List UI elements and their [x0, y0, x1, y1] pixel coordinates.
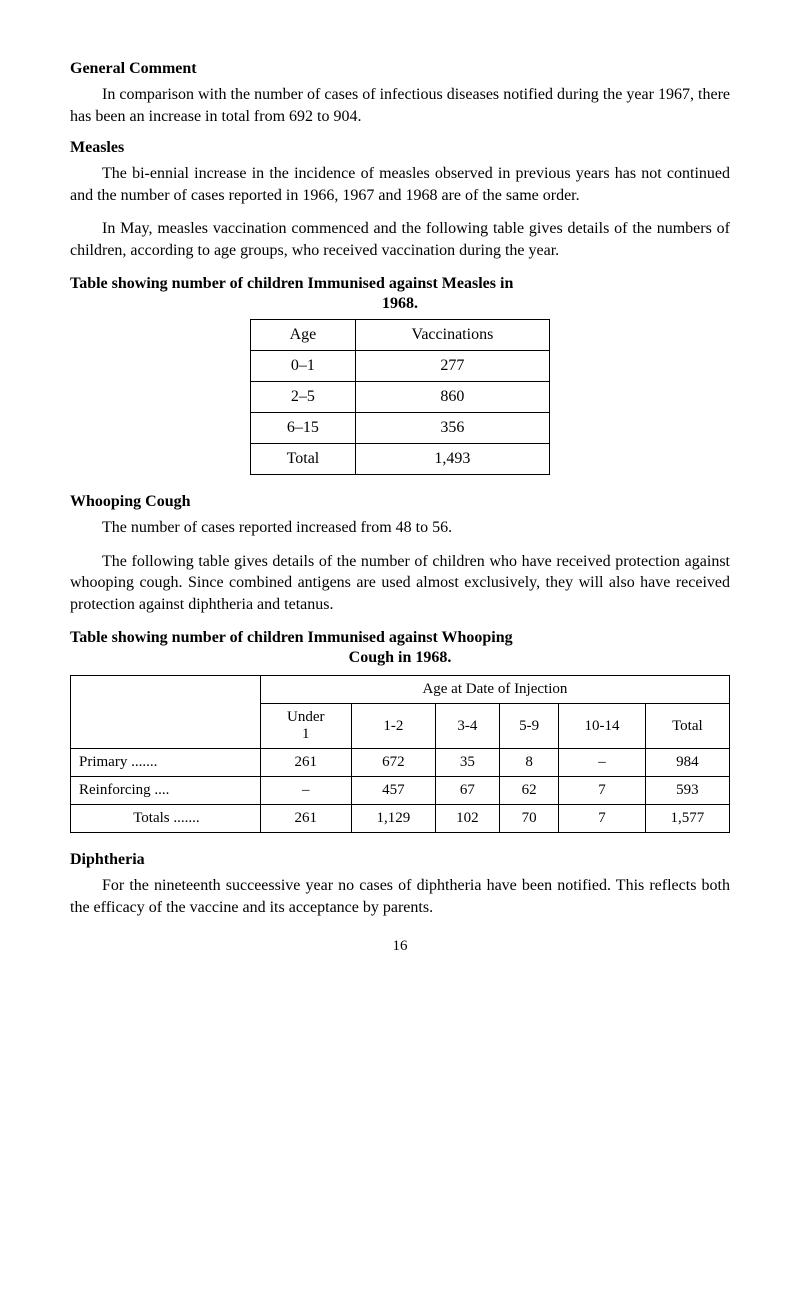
measles-r3-age: 6–15 [251, 413, 356, 444]
general-para: In comparison with the number of cases o… [70, 84, 730, 127]
measles-r4-age: Total [251, 444, 356, 475]
diphtheria-para: For the nineteenth succeessive year no c… [70, 875, 730, 918]
whooping-para1: The number of cases reported increased f… [70, 517, 730, 539]
table-row: 2–5 860 [251, 382, 550, 413]
measles-r4-vac: 1,493 [355, 444, 549, 475]
cell: 261 [260, 805, 351, 833]
whooping-col-u1: Under 1 [260, 704, 351, 749]
whooping-span-header: Age at Date of Injection [260, 676, 729, 704]
cell: 8 [499, 749, 558, 777]
cell: – [559, 749, 645, 777]
cell: 984 [645, 749, 729, 777]
cell: 593 [645, 777, 729, 805]
table-row: Total 1,493 [251, 444, 550, 475]
whooping-col-12: 1-2 [351, 704, 435, 749]
measles-table: Age Vaccinations 0–1 277 2–5 860 6–15 35… [250, 319, 550, 475]
diphtheria-heading: Diphtheria [70, 851, 730, 869]
cell: 70 [499, 805, 558, 833]
whooping-row-reinf-label: Reinforcing [71, 777, 261, 805]
whooping-heading: Whooping Cough [70, 493, 730, 511]
table-row: Age at Date of Injection [71, 676, 730, 704]
measles-head-age: Age [251, 320, 356, 351]
cell: 261 [260, 749, 351, 777]
cell: 1,129 [351, 805, 435, 833]
whooping-table-title: Table showing number of children Immunis… [70, 628, 730, 670]
whooping-col-34: 3-4 [435, 704, 499, 749]
measles-r1-vac: 277 [355, 351, 549, 382]
whooping-col-total: Total [645, 704, 729, 749]
measles-para1: The bi-ennial increase in the incidence … [70, 163, 730, 206]
whooping-table-title-line2: Cough in 1968. [70, 648, 730, 669]
whooping-table-title-line1: Table showing number of children Immunis… [70, 629, 513, 646]
cell: – [260, 777, 351, 805]
whooping-row-primary-label: Primary [71, 749, 261, 777]
measles-r3-vac: 356 [355, 413, 549, 444]
table-row: Primary 261 672 35 8 – 984 [71, 749, 730, 777]
measles-table-title-line2: 1968. [70, 294, 730, 315]
cell: 672 [351, 749, 435, 777]
whooping-col-blank [71, 676, 261, 749]
cell: 457 [351, 777, 435, 805]
cell: 67 [435, 777, 499, 805]
whooping-col-59: 5-9 [499, 704, 558, 749]
whooping-table: Age at Date of Injection Under 1 1-2 3-4… [70, 675, 730, 833]
measles-table-title-line1: Table showing number of children Immunis… [70, 275, 513, 292]
cell: 35 [435, 749, 499, 777]
measles-r1-age: 0–1 [251, 351, 356, 382]
measles-r2-age: 2–5 [251, 382, 356, 413]
table-row: Reinforcing – 457 67 62 7 593 [71, 777, 730, 805]
whooping-col-1014: 10-14 [559, 704, 645, 749]
table-row: 6–15 356 [251, 413, 550, 444]
measles-para2: In May, measles vaccination commenced an… [70, 218, 730, 261]
cell: 7 [559, 805, 645, 833]
whooping-row-totals-label: Totals [71, 805, 261, 833]
measles-r2-vac: 860 [355, 382, 549, 413]
cell: 1,577 [645, 805, 729, 833]
table-row: 0–1 277 [251, 351, 550, 382]
cell: 102 [435, 805, 499, 833]
measles-head-vac: Vaccinations [355, 320, 549, 351]
whooping-para2: The following table gives details of the… [70, 551, 730, 616]
table-row: Totals 261 1,129 102 70 7 1,577 [71, 805, 730, 833]
measles-heading: Measles [70, 139, 730, 157]
cell: 62 [499, 777, 558, 805]
general-heading: General Comment [70, 60, 730, 78]
cell: 7 [559, 777, 645, 805]
table-row: Age Vaccinations [251, 320, 550, 351]
page-number: 16 [70, 938, 730, 955]
measles-table-title: Table showing number of children Immunis… [70, 274, 730, 316]
